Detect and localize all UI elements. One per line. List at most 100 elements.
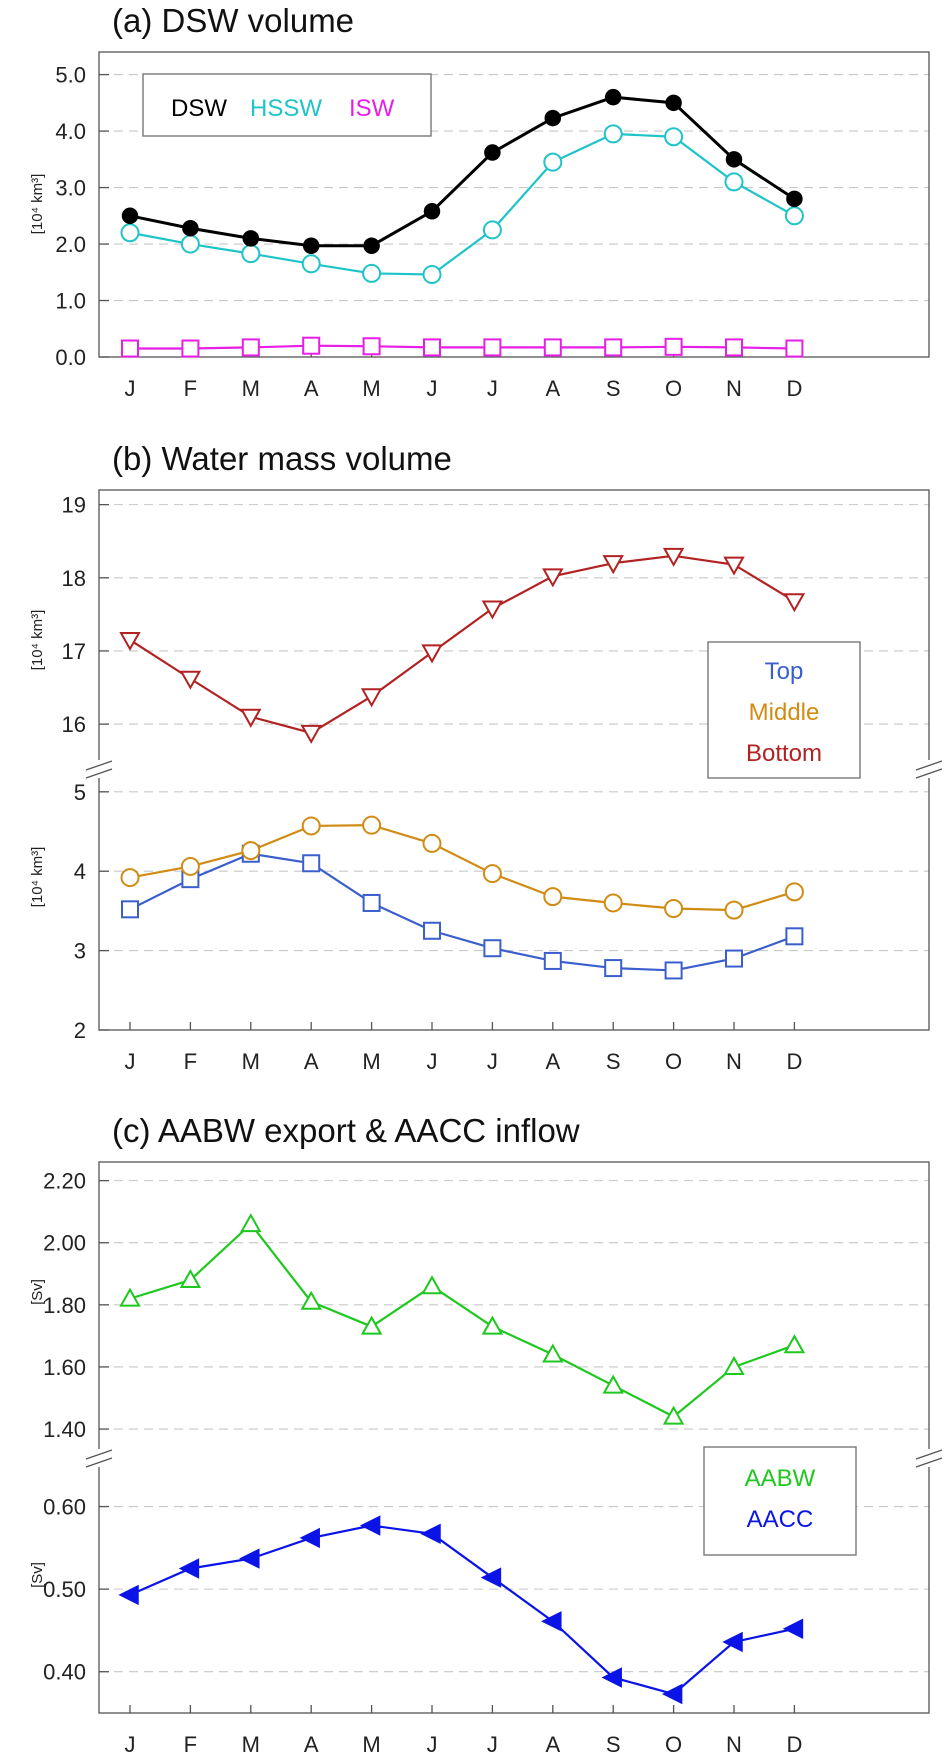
x-tick-label: A — [545, 1049, 560, 1074]
x-tick-label: M — [242, 1049, 260, 1074]
panel-a-title: (a) DSW volume — [112, 2, 354, 39]
hssw-point — [664, 127, 684, 147]
y-tick-label: 5 — [74, 780, 86, 805]
panel-c: (c) AABW export & AACC inflow 1.401.601.… — [29, 1112, 943, 1754]
legend-entry-top: Top — [765, 658, 804, 685]
top-line — [129, 852, 795, 972]
dsw-point — [665, 94, 682, 112]
y-tick-label: 0.40 — [43, 1660, 86, 1685]
isw-point — [543, 338, 562, 357]
x-tick-label: N — [726, 376, 742, 401]
top-point — [483, 939, 502, 958]
x-tick-label: M — [362, 1732, 380, 1754]
aacc-point — [178, 1558, 200, 1579]
x-tick-label: F — [184, 1049, 197, 1074]
hssw-point — [120, 223, 140, 243]
panel-c-series — [118, 1213, 806, 1705]
x-tick-label: J — [427, 376, 438, 401]
hssw-point — [301, 254, 321, 274]
x-tick-label: D — [786, 1049, 802, 1074]
x-tick-label: S — [606, 1732, 621, 1754]
hssw-point — [482, 220, 502, 240]
aacc-point — [782, 1618, 804, 1639]
x-tick-label: A — [545, 1732, 560, 1754]
y-tick-label: 2.20 — [43, 1169, 86, 1194]
aacc-line — [129, 1524, 795, 1696]
aabw-point — [300, 1290, 322, 1310]
panel-a-legend-box — [142, 73, 432, 137]
bottom-point — [300, 724, 322, 744]
legend-entry-aabw: AABW — [745, 1465, 816, 1492]
x-tick-label: A — [304, 376, 319, 401]
y-tick-label: 1.60 — [43, 1355, 86, 1380]
y-tick-label: 1.40 — [43, 1417, 86, 1442]
series-bottom — [119, 547, 806, 744]
x-tick-label: M — [362, 376, 380, 401]
y-tick-label: 2.00 — [43, 1231, 86, 1256]
y-tick-label: 17 — [62, 639, 86, 664]
middle-line — [129, 824, 795, 912]
hssw-point — [543, 152, 563, 172]
y-tick-label: 0.0 — [55, 345, 86, 370]
top-point — [302, 854, 321, 873]
y-tick-label: 19 — [62, 493, 86, 518]
hssw-point — [180, 234, 200, 254]
aacc-point — [359, 1515, 381, 1536]
x-tick-label: A — [545, 376, 560, 401]
middle-point — [482, 864, 502, 884]
dsw-point — [544, 109, 562, 127]
top-point — [543, 951, 562, 970]
aacc-point — [601, 1667, 622, 1688]
x-tick-label: D — [786, 376, 802, 401]
x-tick-label: M — [242, 1732, 260, 1754]
bottom-point — [360, 688, 383, 708]
middle-point — [362, 815, 382, 835]
panel-c-legend: AABW AACC — [703, 1446, 857, 1556]
top-point — [604, 959, 623, 978]
bottom-point — [179, 670, 202, 690]
isw-point — [362, 337, 381, 356]
panel-a: (a) DSW volume 0.0 1.0 2.0 3.0 4.0 5.0 J F M A M J… — [29, 2, 930, 401]
x-tick-label: A — [304, 1049, 319, 1074]
x-tick-label: O — [665, 1049, 682, 1074]
y-tick-label: 0.50 — [43, 1577, 86, 1602]
aabw-point — [481, 1315, 504, 1335]
aabw-point — [723, 1355, 745, 1375]
x-tick-label: J — [487, 376, 498, 401]
y-tick-label: 5.0 — [55, 63, 86, 88]
dsw-point — [484, 144, 501, 161]
panel-b-legend: Top Middle Bottom — [707, 641, 861, 779]
aabw-point — [602, 1374, 624, 1394]
x-tick-label: F — [184, 376, 197, 401]
x-tick-label: N — [726, 1732, 742, 1754]
x-tick-label: D — [786, 1732, 802, 1754]
y-tick-label: 18 — [62, 566, 86, 591]
panel-b-title: (b) Water mass volume — [112, 440, 452, 477]
dsw-point — [363, 237, 380, 254]
y-tick-label: 3 — [74, 939, 86, 964]
panel-c-lower-y-label: [Sv] — [29, 1562, 46, 1588]
bottom-point — [723, 556, 745, 576]
bottom-point — [783, 593, 806, 613]
top-point — [785, 927, 804, 946]
bottom-line — [129, 554, 795, 735]
isw-point — [181, 339, 200, 358]
panel-c-title: (c) AABW export & AACC inflow — [112, 1112, 580, 1149]
x-tick-label: J — [125, 376, 136, 401]
isw-point — [664, 337, 683, 356]
middle-point — [301, 816, 321, 836]
dsw-line — [129, 95, 796, 248]
y-tick-label: 3.0 — [55, 176, 86, 201]
aabw-point — [240, 1213, 262, 1233]
middle-point — [664, 899, 684, 919]
middle-point — [603, 893, 623, 913]
hssw-point — [241, 244, 261, 264]
dsw-point — [302, 237, 320, 254]
legend-entry-hssw: HSSW — [250, 95, 322, 122]
isw-point — [785, 339, 804, 358]
middle-point — [120, 868, 140, 888]
panel-b: (b) Water mass volume 16 17 18 19 2 3 4 5 J F M A M… — [29, 440, 943, 1074]
panel-c-grid — [99, 1180, 929, 1673]
